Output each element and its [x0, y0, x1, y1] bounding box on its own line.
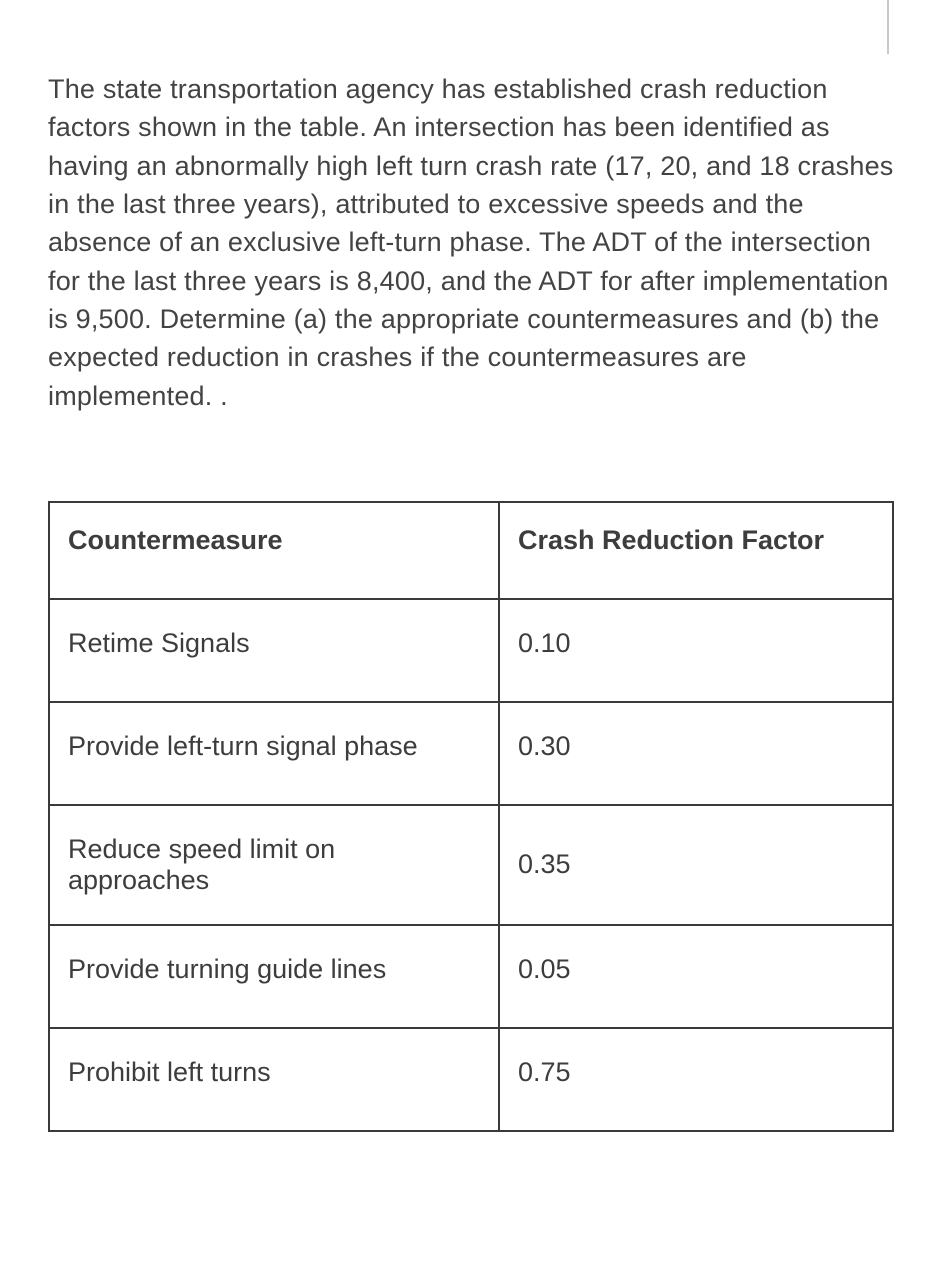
cell-crf: 0.10 — [499, 599, 893, 702]
cell-crf: 0.35 — [499, 805, 893, 925]
cell-countermeasure: Retime Signals — [49, 599, 499, 702]
cell-countermeasure: Provide turning guide lines — [49, 925, 499, 1028]
table-row: Retime Signals 0.10 — [49, 599, 893, 702]
cell-crf: 0.05 — [499, 925, 893, 1028]
document-page: The state transportation agency has esta… — [0, 0, 947, 1280]
cell-countermeasure: Prohibit left turns — [49, 1028, 499, 1131]
cell-countermeasure: Reduce speed limit on approaches — [49, 805, 499, 925]
crash-reduction-table: Countermeasure Crash Reduction Factor Re… — [48, 501, 894, 1132]
margin-rule — [887, 0, 889, 54]
cell-crf: 0.30 — [499, 702, 893, 805]
col-header-crf: Crash Reduction Factor — [499, 502, 893, 599]
col-header-countermeasure: Countermeasure — [49, 502, 499, 599]
table-row: Provide left-turn signal phase 0.30 — [49, 702, 893, 805]
cell-countermeasure: Provide left-turn signal phase — [49, 702, 499, 805]
problem-statement: The state transportation agency has esta… — [48, 70, 899, 415]
cropped-line-fragment — [48, 433, 899, 461]
table-header-row: Countermeasure Crash Reduction Factor — [49, 502, 893, 599]
table-row: Prohibit left turns 0.75 — [49, 1028, 893, 1131]
table-row: Provide turning guide lines 0.05 — [49, 925, 893, 1028]
cell-crf: 0.75 — [499, 1028, 893, 1131]
table-row: Reduce speed limit on approaches 0.35 — [49, 805, 893, 925]
